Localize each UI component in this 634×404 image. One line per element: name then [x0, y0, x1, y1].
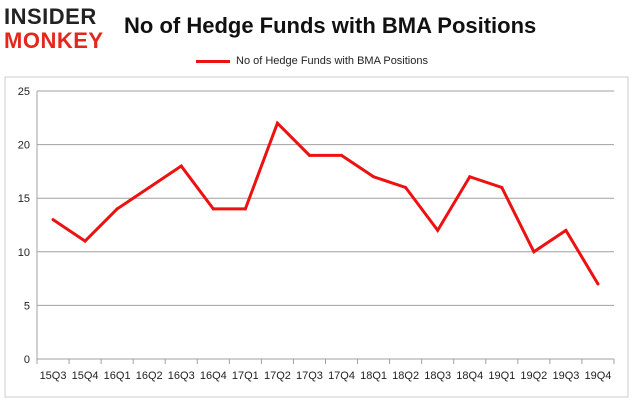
- series-line: [52, 120, 600, 285]
- y-tick-label: 20: [18, 140, 30, 152]
- chart-border: [4, 76, 629, 398]
- y-tick-label: 5: [24, 300, 30, 312]
- x-tick-label: 16Q4: [200, 370, 227, 382]
- x-tick-label: 18Q2: [392, 370, 419, 382]
- data-point: [179, 164, 183, 168]
- chart-title: No of Hedge Funds with BMA Positions: [124, 13, 537, 38]
- x-tick-label: 19Q4: [585, 370, 612, 382]
- legend-label: No of Hedge Funds with BMA Positions: [236, 55, 428, 67]
- legend-swatch: [196, 59, 230, 63]
- x-tick-label: 17Q3: [296, 370, 323, 382]
- data-point: [211, 207, 215, 211]
- x-tick-label: 19Q1: [488, 370, 515, 382]
- data-point: [564, 228, 568, 232]
- data-point: [243, 207, 247, 211]
- x-tick-label: 15Q3: [40, 370, 67, 382]
- logo-line-1: INSIDER: [4, 4, 97, 29]
- chart-legend: No of Hedge Funds with BMA Positions: [196, 52, 428, 70]
- data-point: [115, 207, 119, 211]
- data-point: [307, 153, 311, 157]
- x-tick-label: 18Q4: [456, 370, 483, 382]
- data-point: [340, 153, 344, 157]
- data-point: [532, 250, 536, 254]
- x-tick-label: 16Q3: [168, 370, 195, 382]
- x-tick-label: 19Q3: [552, 370, 579, 382]
- data-point: [275, 121, 279, 125]
- data-point: [83, 239, 87, 243]
- data-point: [436, 228, 440, 232]
- data-point: [147, 185, 151, 189]
- y-tick-label: 0: [24, 354, 30, 366]
- data-point: [468, 175, 472, 179]
- logo-line-2: MONKEY: [4, 28, 104, 53]
- y-tick-label: 25: [18, 86, 30, 98]
- y-tick-label: 10: [18, 247, 30, 259]
- data-point: [404, 185, 408, 189]
- x-tick-label: 16Q1: [104, 370, 131, 382]
- x-tick-label: 16Q2: [136, 370, 163, 382]
- insider-monkey-logo: INSIDER MONKEY: [4, 4, 116, 52]
- data-point: [372, 175, 376, 179]
- x-tick-label: 17Q2: [264, 370, 291, 382]
- data-point: [596, 282, 600, 286]
- x-tick-label: 18Q1: [360, 370, 387, 382]
- data-point: [500, 185, 504, 189]
- x-tick-label: 17Q4: [328, 370, 355, 382]
- data-point: [51, 218, 55, 222]
- y-tick-label: 15: [18, 193, 30, 205]
- x-tick-label: 15Q4: [72, 370, 99, 382]
- x-tick-label: 18Q3: [424, 370, 451, 382]
- x-tick-label: 17Q1: [232, 370, 259, 382]
- x-tick-label: 19Q2: [520, 370, 547, 382]
